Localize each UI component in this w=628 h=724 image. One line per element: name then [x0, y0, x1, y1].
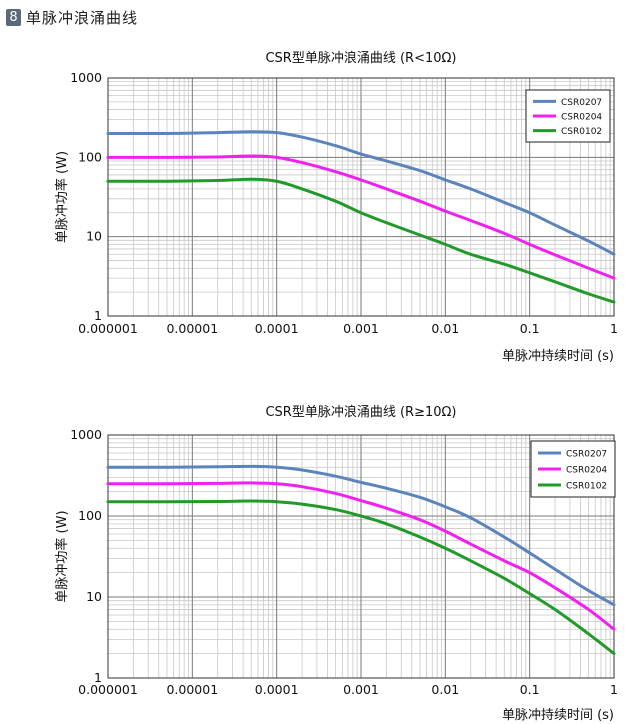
plot-frame [107, 77, 615, 317]
surge-chart-r-above-10: CSR型单脉冲浪涌曲线 (R≥10Ω) 0.000001 0.00001 0.0001… [54, 405, 618, 723]
series-line-csr0204 [106, 154, 616, 280]
x-tick-label: 0.0001 [255, 682, 299, 697]
legend-label-csr0207: CSR0207 [566, 450, 607, 460]
series-line-csr0207 [106, 130, 616, 256]
legend: CSR0207 CSR0204 CSR0102 [525, 89, 611, 143]
plot-frame [107, 434, 615, 679]
y-tick-label: 1 [94, 670, 102, 685]
section-title: 单脉冲浪涌曲线 [26, 8, 139, 27]
x-tick-label: 0.1 [520, 682, 540, 697]
y-axis-label: 单脉冲功率 (W) [54, 510, 70, 602]
series-line-csr0102 [106, 499, 616, 656]
section-number-badge: 8 [6, 8, 21, 26]
series-line-csr0207 [106, 464, 616, 607]
x-tick-label: 0.01 [431, 682, 459, 697]
y-tick-label: 100 [78, 149, 102, 164]
legend-label-csr0204: CSR0204 [566, 466, 607, 476]
y-axis-label: 单脉冲功率 (W) [54, 151, 70, 243]
x-tick-label: 0.000001 [78, 321, 138, 336]
surge-chart-r-below-10: CSR型单脉冲浪涌曲线 (R<10Ω) 0.000001 0.00001 0.0001… [54, 51, 618, 364]
legend: CSR0207 CSR0204 CSR0102 [530, 440, 616, 498]
legend-label-csr0102: CSR0102 [561, 127, 602, 137]
series-line-csr0102 [106, 177, 616, 304]
x-tick-label: 0.0001 [255, 321, 299, 336]
x-tick-label: 0.001 [343, 682, 379, 697]
x-tick-label: 0.000001 [78, 682, 138, 697]
series-line-csr0204 [106, 481, 616, 631]
x-tick-label: 0.01 [431, 321, 459, 336]
x-tick-label: 0.1 [520, 321, 540, 336]
y-tick-label: 1000 [70, 427, 102, 442]
section-header: 8 单脉冲浪涌曲线 [6, 6, 138, 28]
legend-label-csr0207: CSR0207 [561, 98, 602, 108]
x-tick-label: 0.001 [343, 321, 379, 336]
x-tick-label: 1 [610, 682, 618, 697]
x-tick-label: 0.00001 [166, 682, 218, 697]
x-axis-label: 单脉冲持续时间 (s) [502, 349, 614, 364]
chart-title: CSR型单脉冲浪涌曲线 (R≥10Ω) [265, 405, 456, 420]
legend-label-csr0204: CSR0204 [561, 113, 602, 123]
y-tick-label: 1000 [70, 70, 102, 85]
x-tick-label: 1 [610, 321, 618, 336]
y-tick-label: 10 [86, 229, 102, 244]
y-tick-label: 1 [94, 308, 102, 323]
y-tick-label: 10 [86, 589, 102, 604]
x-tick-label: 0.00001 [166, 321, 218, 336]
x-axis-label: 单脉冲持续时间 (s) [502, 708, 614, 723]
legend-label-csr0102: CSR0102 [566, 482, 607, 492]
chart-title: CSR型单脉冲浪涌曲线 (R<10Ω) [265, 51, 456, 66]
y-tick-label: 100 [78, 508, 102, 523]
